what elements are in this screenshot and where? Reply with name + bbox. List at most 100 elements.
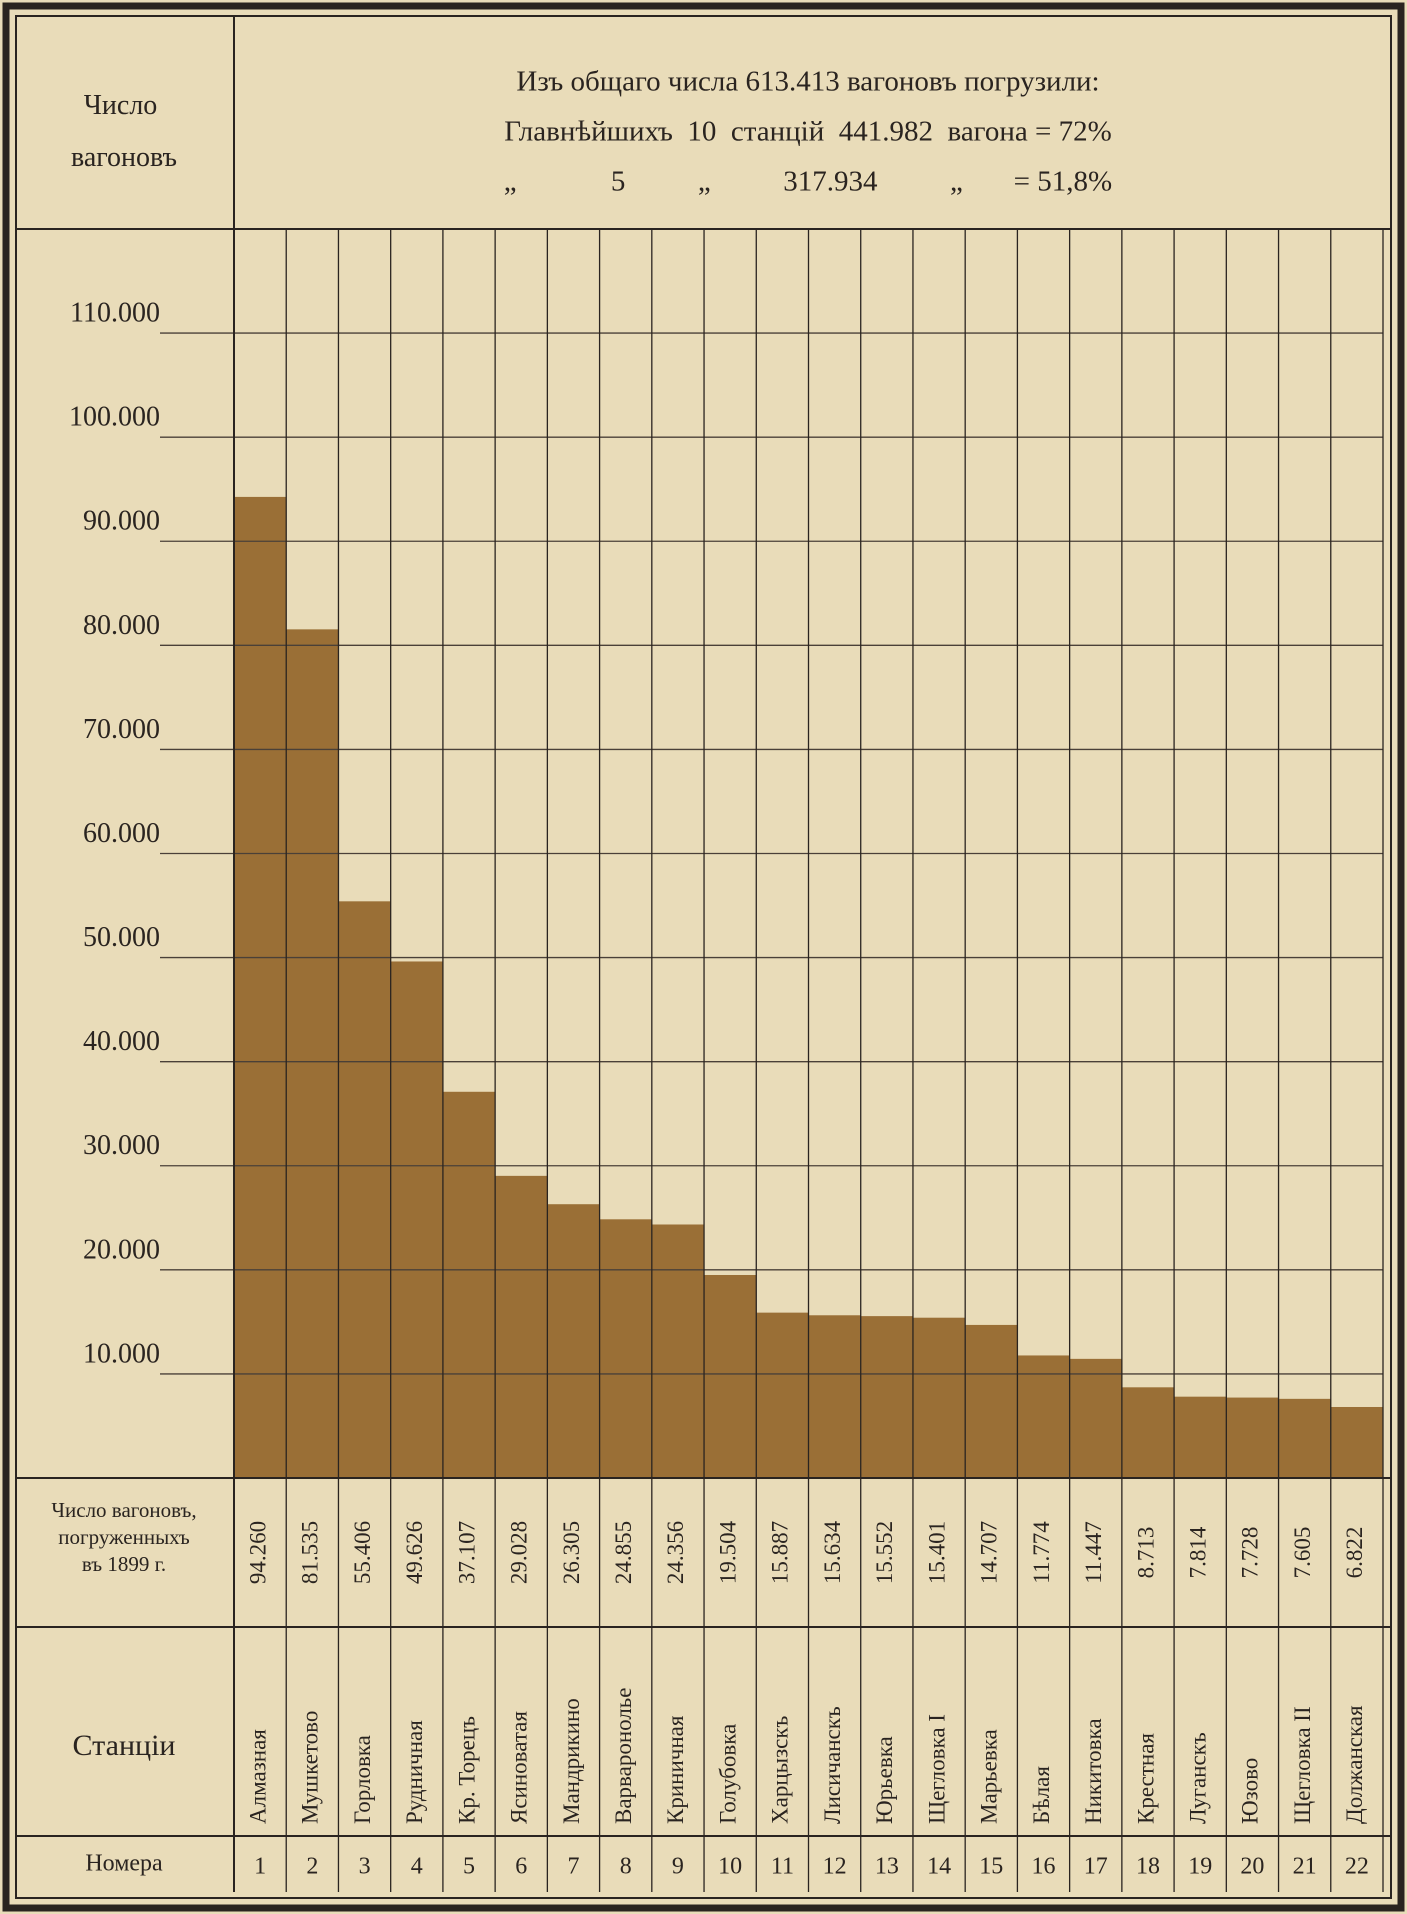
y-tick-label: 100.000 xyxy=(69,402,160,433)
x-tick-label: Горловка xyxy=(350,1735,375,1824)
value-label: 81.535 xyxy=(298,1521,323,1584)
value-label: 94.260 xyxy=(245,1521,270,1584)
x-tick-label: Рудничная xyxy=(402,1720,427,1824)
bar xyxy=(599,1219,652,1478)
y-tick-label: 80.000 xyxy=(83,610,160,641)
bar xyxy=(651,1224,705,1478)
value-label: 15.401 xyxy=(924,1521,949,1584)
value-label: 24.356 xyxy=(663,1521,688,1584)
bar xyxy=(1017,1355,1070,1478)
station-number: 17 xyxy=(1084,1854,1108,1880)
y-axis-label-line: вагоновъ xyxy=(71,142,177,173)
station-number: 7 xyxy=(567,1854,579,1880)
value-label: 24.855 xyxy=(611,1521,636,1584)
y-tick-label: 70.000 xyxy=(83,714,160,745)
station-number: 9 xyxy=(672,1854,684,1880)
y-tick-label: 20.000 xyxy=(83,1234,160,1265)
bar xyxy=(808,1315,861,1478)
station-number: 22 xyxy=(1345,1854,1369,1880)
value-label: 7.605 xyxy=(1290,1527,1315,1579)
values-row-label-line: погруженныхъ xyxy=(58,1525,190,1549)
bar xyxy=(1069,1358,1122,1478)
y-tick-label: 90.000 xyxy=(83,506,160,537)
y-tick-label: 60.000 xyxy=(83,818,160,849)
value-label: 11.774 xyxy=(1029,1521,1054,1584)
x-tick-label: Мушкетово xyxy=(298,1711,323,1824)
bar xyxy=(1121,1387,1175,1478)
value-label: 49.626 xyxy=(402,1521,427,1584)
title-line: „ 5 „ 317.934 „ = 51,8% xyxy=(504,166,1112,198)
bar xyxy=(756,1312,809,1478)
x-tick-label: Алмазная xyxy=(245,1729,270,1824)
station-number: 20 xyxy=(1240,1854,1264,1880)
x-tick-label: Щегловка I xyxy=(924,1714,949,1824)
y-axis-label: Число вагоновъ xyxy=(71,90,177,173)
x-tick-label: Должанская xyxy=(1342,1705,1367,1824)
x-tick-label: Мандрикино xyxy=(559,1698,584,1824)
x-tick-label: Лисичанскъ xyxy=(820,1706,845,1824)
station-number: 14 xyxy=(927,1854,951,1880)
x-tick-label: Луганскъ xyxy=(1185,1732,1210,1824)
value-label: 37.107 xyxy=(454,1521,479,1584)
bar xyxy=(1278,1398,1331,1478)
value-label: 7.814 xyxy=(1185,1526,1210,1578)
station-number: 6 xyxy=(515,1854,527,1880)
station-number: 8 xyxy=(620,1854,632,1880)
title-line: Изъ общаго числа 613.413 вагоновъ погруз… xyxy=(516,66,1099,98)
x-tick-label: Варваронолье xyxy=(611,1688,636,1825)
bar xyxy=(234,496,287,1478)
x-tick-label: Бѣлая xyxy=(1029,1766,1054,1824)
bar xyxy=(1330,1406,1383,1478)
bar xyxy=(1226,1397,1279,1478)
value-label: 6.822 xyxy=(1342,1527,1367,1579)
x-tick-label: Никитовка xyxy=(1081,1718,1106,1824)
value-label: 15.887 xyxy=(768,1521,793,1584)
bar xyxy=(912,1317,966,1478)
bar xyxy=(286,629,339,1478)
bar xyxy=(965,1324,1018,1478)
x-tick-label: Голубовка xyxy=(715,1724,740,1824)
values-row-label: Число вагоновъ, погруженныхъ въ 1899 г. xyxy=(51,1498,196,1576)
station-number: 19 xyxy=(1188,1854,1212,1880)
bar xyxy=(704,1274,757,1478)
value-label: 8.713 xyxy=(1133,1527,1158,1579)
station-number: 4 xyxy=(411,1854,423,1880)
bar xyxy=(442,1091,496,1478)
value-label: 26.305 xyxy=(559,1521,584,1584)
x-tick-label: Марьевка xyxy=(977,1729,1002,1824)
value-label: 55.406 xyxy=(350,1521,375,1584)
station-number: 2 xyxy=(306,1854,318,1880)
station-number: 15 xyxy=(979,1854,1003,1880)
x-tick-label: Кр. Торецъ xyxy=(454,1716,479,1824)
x-tick-label: Крестная xyxy=(1133,1733,1158,1824)
bar xyxy=(495,1175,548,1478)
x-tick-label: Харцызскъ xyxy=(768,1715,793,1824)
y-tick-label: 50.000 xyxy=(83,922,160,953)
value-label: 15.634 xyxy=(820,1520,845,1584)
y-tick-label: 30.000 xyxy=(83,1130,160,1161)
station-number: 12 xyxy=(823,1854,847,1880)
bar xyxy=(338,901,391,1478)
x-tick-label: Юрьевка xyxy=(872,1736,897,1824)
y-tick-label: 10.000 xyxy=(83,1338,160,1369)
value-label: 7.728 xyxy=(1238,1527,1263,1579)
numbers-row-label: Номера xyxy=(85,1851,163,1877)
bar xyxy=(1174,1396,1227,1478)
bar xyxy=(547,1204,600,1478)
y-tick-label: 110.000 xyxy=(70,298,160,329)
bar xyxy=(390,961,443,1478)
value-label: 19.504 xyxy=(715,1520,740,1584)
x-tick-label: Криничная xyxy=(663,1715,688,1824)
station-number: 11 xyxy=(771,1854,794,1880)
x-tick-label: Юзово xyxy=(1238,1758,1263,1824)
station-number: 5 xyxy=(463,1854,475,1880)
station-number: 21 xyxy=(1293,1854,1317,1880)
station-number: 10 xyxy=(718,1854,742,1880)
bar xyxy=(860,1316,913,1478)
station-number: 1 xyxy=(254,1854,266,1880)
y-axis-label-line: Число xyxy=(84,90,158,121)
value-label: 15.552 xyxy=(872,1521,897,1584)
inner-border xyxy=(15,15,1392,1899)
